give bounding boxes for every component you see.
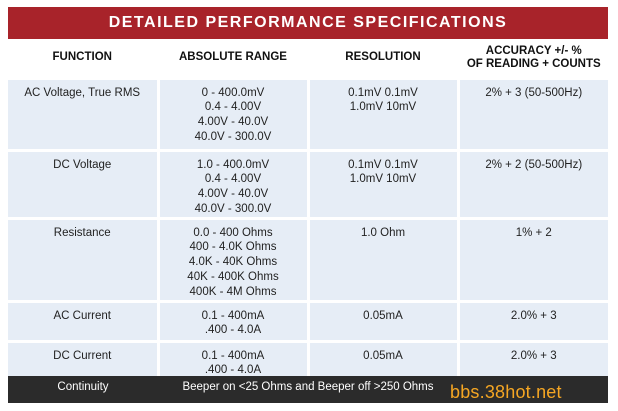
- range-value: 0.4 - 4.00V: [204, 173, 262, 186]
- column-header-absolute-range: ABSOLUTE RANGE: [156, 39, 308, 78]
- column-header-line: FUNCTION: [52, 51, 112, 64]
- accuracy-value: 2% + 2 (50-500Hz): [485, 158, 583, 171]
- column-header-line: RESOLUTION: [345, 51, 421, 64]
- range-value: 4.0K - 40K Ohms: [188, 256, 278, 269]
- range-value: 0.1 - 400mA: [201, 309, 265, 322]
- resolution-cell: 1.0 Ohm: [306, 216, 458, 302]
- table-row: Resistance 0.0 - 400 Ohms 400 - 4.0K Ohm…: [8, 216, 608, 302]
- table-row: DC Current 0.1 - 400mA .400 - 4.0A 0.05m…: [8, 339, 608, 382]
- range-value: 1.0 - 400.0mV: [196, 158, 270, 171]
- accuracy-value: 1% + 2: [515, 226, 552, 239]
- function-cell: AC Voltage, True RMS: [8, 76, 158, 150]
- continuity-label: Continuity: [57, 381, 109, 393]
- resolution-value: 0.1mV 0.1mV: [348, 158, 418, 171]
- column-header-line: ACCURACY +/- %: [485, 44, 582, 57]
- range-cell: 1.0 - 400.0mV 0.4 - 4.00V 4.00V - 40.0V …: [156, 148, 308, 219]
- column-header-function: FUNCTION: [8, 39, 158, 78]
- range-value: 400 - 4.0K Ohms: [189, 241, 277, 254]
- function-label: AC Voltage, True RMS: [24, 86, 141, 99]
- range-cell: 0.0 - 400 Ohms 400 - 4.0K Ohms 4.0K - 40…: [156, 216, 308, 302]
- resolution-value: 0.1mV 0.1mV: [348, 86, 418, 99]
- range-value: 0.0 - 400 Ohms: [193, 226, 273, 239]
- resolution-cell: 0.1mV 0.1mV 1.0mV 10mV: [306, 76, 458, 150]
- header-row: FUNCTION ABSOLUTE RANGE RESOLUTION ACCUR…: [8, 39, 608, 78]
- continuity-value: Beeper on <25 Ohms and Beeper off >250 O…: [182, 381, 434, 393]
- range-value: 0 - 400.0mV: [201, 86, 265, 99]
- range-value: 0.4 - 4.00V: [204, 101, 262, 114]
- column-header-resolution: RESOLUTION: [306, 39, 458, 78]
- accuracy-value: 2% + 3 (50-500Hz): [485, 86, 583, 99]
- column-header-line: OF READING + COUNTS: [466, 57, 601, 70]
- resolution-cell: 0.05mA: [306, 299, 458, 342]
- resolution-value: 0.05mA: [363, 309, 403, 322]
- specifications-table: FUNCTION ABSOLUTE RANGE RESOLUTION ACCUR…: [8, 39, 608, 382]
- range-value: 40K - 400K Ohms: [187, 271, 279, 284]
- table-row: AC Current 0.1 - 400mA .400 - 4.0A 0.05m…: [8, 299, 608, 342]
- resolution-value: 1.0 Ohm: [360, 226, 406, 239]
- range-value: .400 - 4.0A: [204, 324, 262, 337]
- continuity-row: Continuity Beeper on <25 Ohms and Beeper…: [8, 376, 608, 403]
- accuracy-cell: 2.0% + 3: [456, 339, 608, 382]
- function-cell: Resistance: [8, 216, 158, 302]
- range-cell: 0.1 - 400mA .400 - 4.0A: [156, 299, 308, 342]
- range-cell: 0.1 - 400mA .400 - 4.0A: [156, 339, 308, 382]
- column-header-accuracy: ACCURACY +/- % OF READING + COUNTS: [456, 39, 608, 78]
- resolution-value: 1.0mV 10mV: [349, 173, 417, 186]
- range-value: 0.1 - 400mA: [201, 349, 265, 362]
- function-label: AC Current: [53, 309, 112, 322]
- function-label: DC Voltage: [53, 158, 112, 171]
- watermark-text: bbs.38hot.net: [450, 382, 562, 402]
- function-cell: DC Voltage: [8, 148, 158, 219]
- range-value: 40.0V - 300.0V: [194, 202, 272, 215]
- accuracy-cell: 1% + 2: [456, 216, 608, 302]
- resolution-cell: 0.05mA: [306, 339, 458, 382]
- range-value: 4.00V - 40.0V: [197, 116, 269, 129]
- accuracy-cell: 2% + 2 (50-500Hz): [456, 148, 608, 219]
- range-value: 4.00V - 40.0V: [197, 188, 269, 201]
- table-title: DETAILED PERFORMANCE SPECIFICATIONS: [8, 7, 608, 39]
- range-value: 40.0V - 300.0V: [194, 130, 272, 143]
- range-value: 400K - 4M Ohms: [189, 285, 277, 298]
- function-label: DC Current: [53, 349, 112, 362]
- table-row: AC Voltage, True RMS 0 - 400.0mV 0.4 - 4…: [8, 76, 608, 150]
- accuracy-value: 2.0% + 3: [510, 309, 557, 322]
- column-header-line: ABSOLUTE RANGE: [179, 51, 287, 64]
- accuracy-cell: 2.0% + 3: [456, 299, 608, 342]
- resolution-cell: 0.1mV 0.1mV 1.0mV 10mV: [306, 148, 458, 219]
- resolution-value: 0.05mA: [363, 349, 403, 362]
- range-value: .400 - 4.0A: [204, 364, 262, 377]
- function-cell: DC Current: [8, 339, 158, 382]
- resolution-value: 1.0mV 10mV: [349, 101, 417, 114]
- table-row: DC Voltage 1.0 - 400.0mV 0.4 - 4.00V 4.0…: [8, 148, 608, 219]
- accuracy-value: 2.0% + 3: [510, 349, 557, 362]
- range-cell: 0 - 400.0mV 0.4 - 4.00V 4.00V - 40.0V 40…: [156, 76, 308, 150]
- accuracy-cell: 2% + 3 (50-500Hz): [456, 76, 608, 150]
- function-label: Resistance: [53, 226, 111, 239]
- function-cell: AC Current: [8, 299, 158, 342]
